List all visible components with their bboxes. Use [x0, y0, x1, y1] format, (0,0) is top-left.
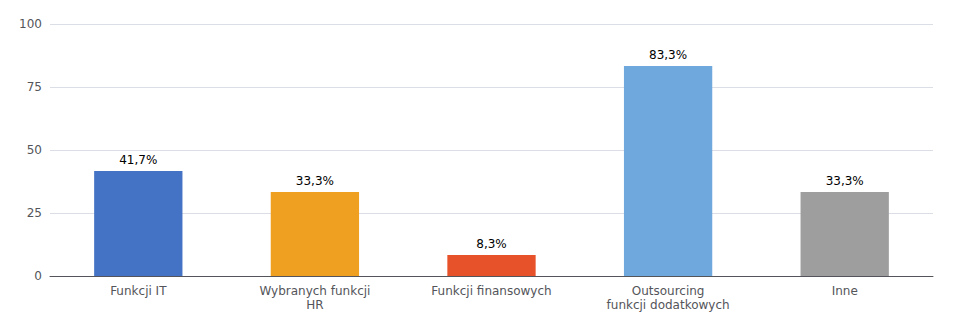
- svg-text:50: 50: [27, 143, 42, 157]
- svg-text:33,3%: 33,3%: [826, 174, 864, 188]
- svg-text:funkcji dodatkowych: funkcji dodatkowych: [607, 298, 730, 312]
- svg-text:41,7%: 41,7%: [119, 153, 157, 167]
- svg-text:Wybranych funkcji: Wybranych funkcji: [259, 284, 370, 298]
- svg-text:83,3%: 83,3%: [649, 48, 687, 62]
- svg-text:Outsourcing: Outsourcing: [632, 284, 705, 298]
- svg-text:Funkcji finansowych: Funkcji finansowych: [431, 284, 551, 298]
- svg-text:Inne: Inne: [832, 284, 858, 298]
- svg-text:HR: HR: [306, 298, 323, 312]
- svg-text:Funkcji IT: Funkcji IT: [110, 284, 167, 298]
- svg-text:8,3%: 8,3%: [476, 237, 507, 251]
- svg-text:0: 0: [34, 269, 42, 283]
- svg-text:75: 75: [27, 80, 42, 94]
- svg-text:33,3%: 33,3%: [296, 174, 334, 188]
- svg-text:25: 25: [27, 206, 42, 220]
- svg-text:100: 100: [19, 17, 42, 31]
